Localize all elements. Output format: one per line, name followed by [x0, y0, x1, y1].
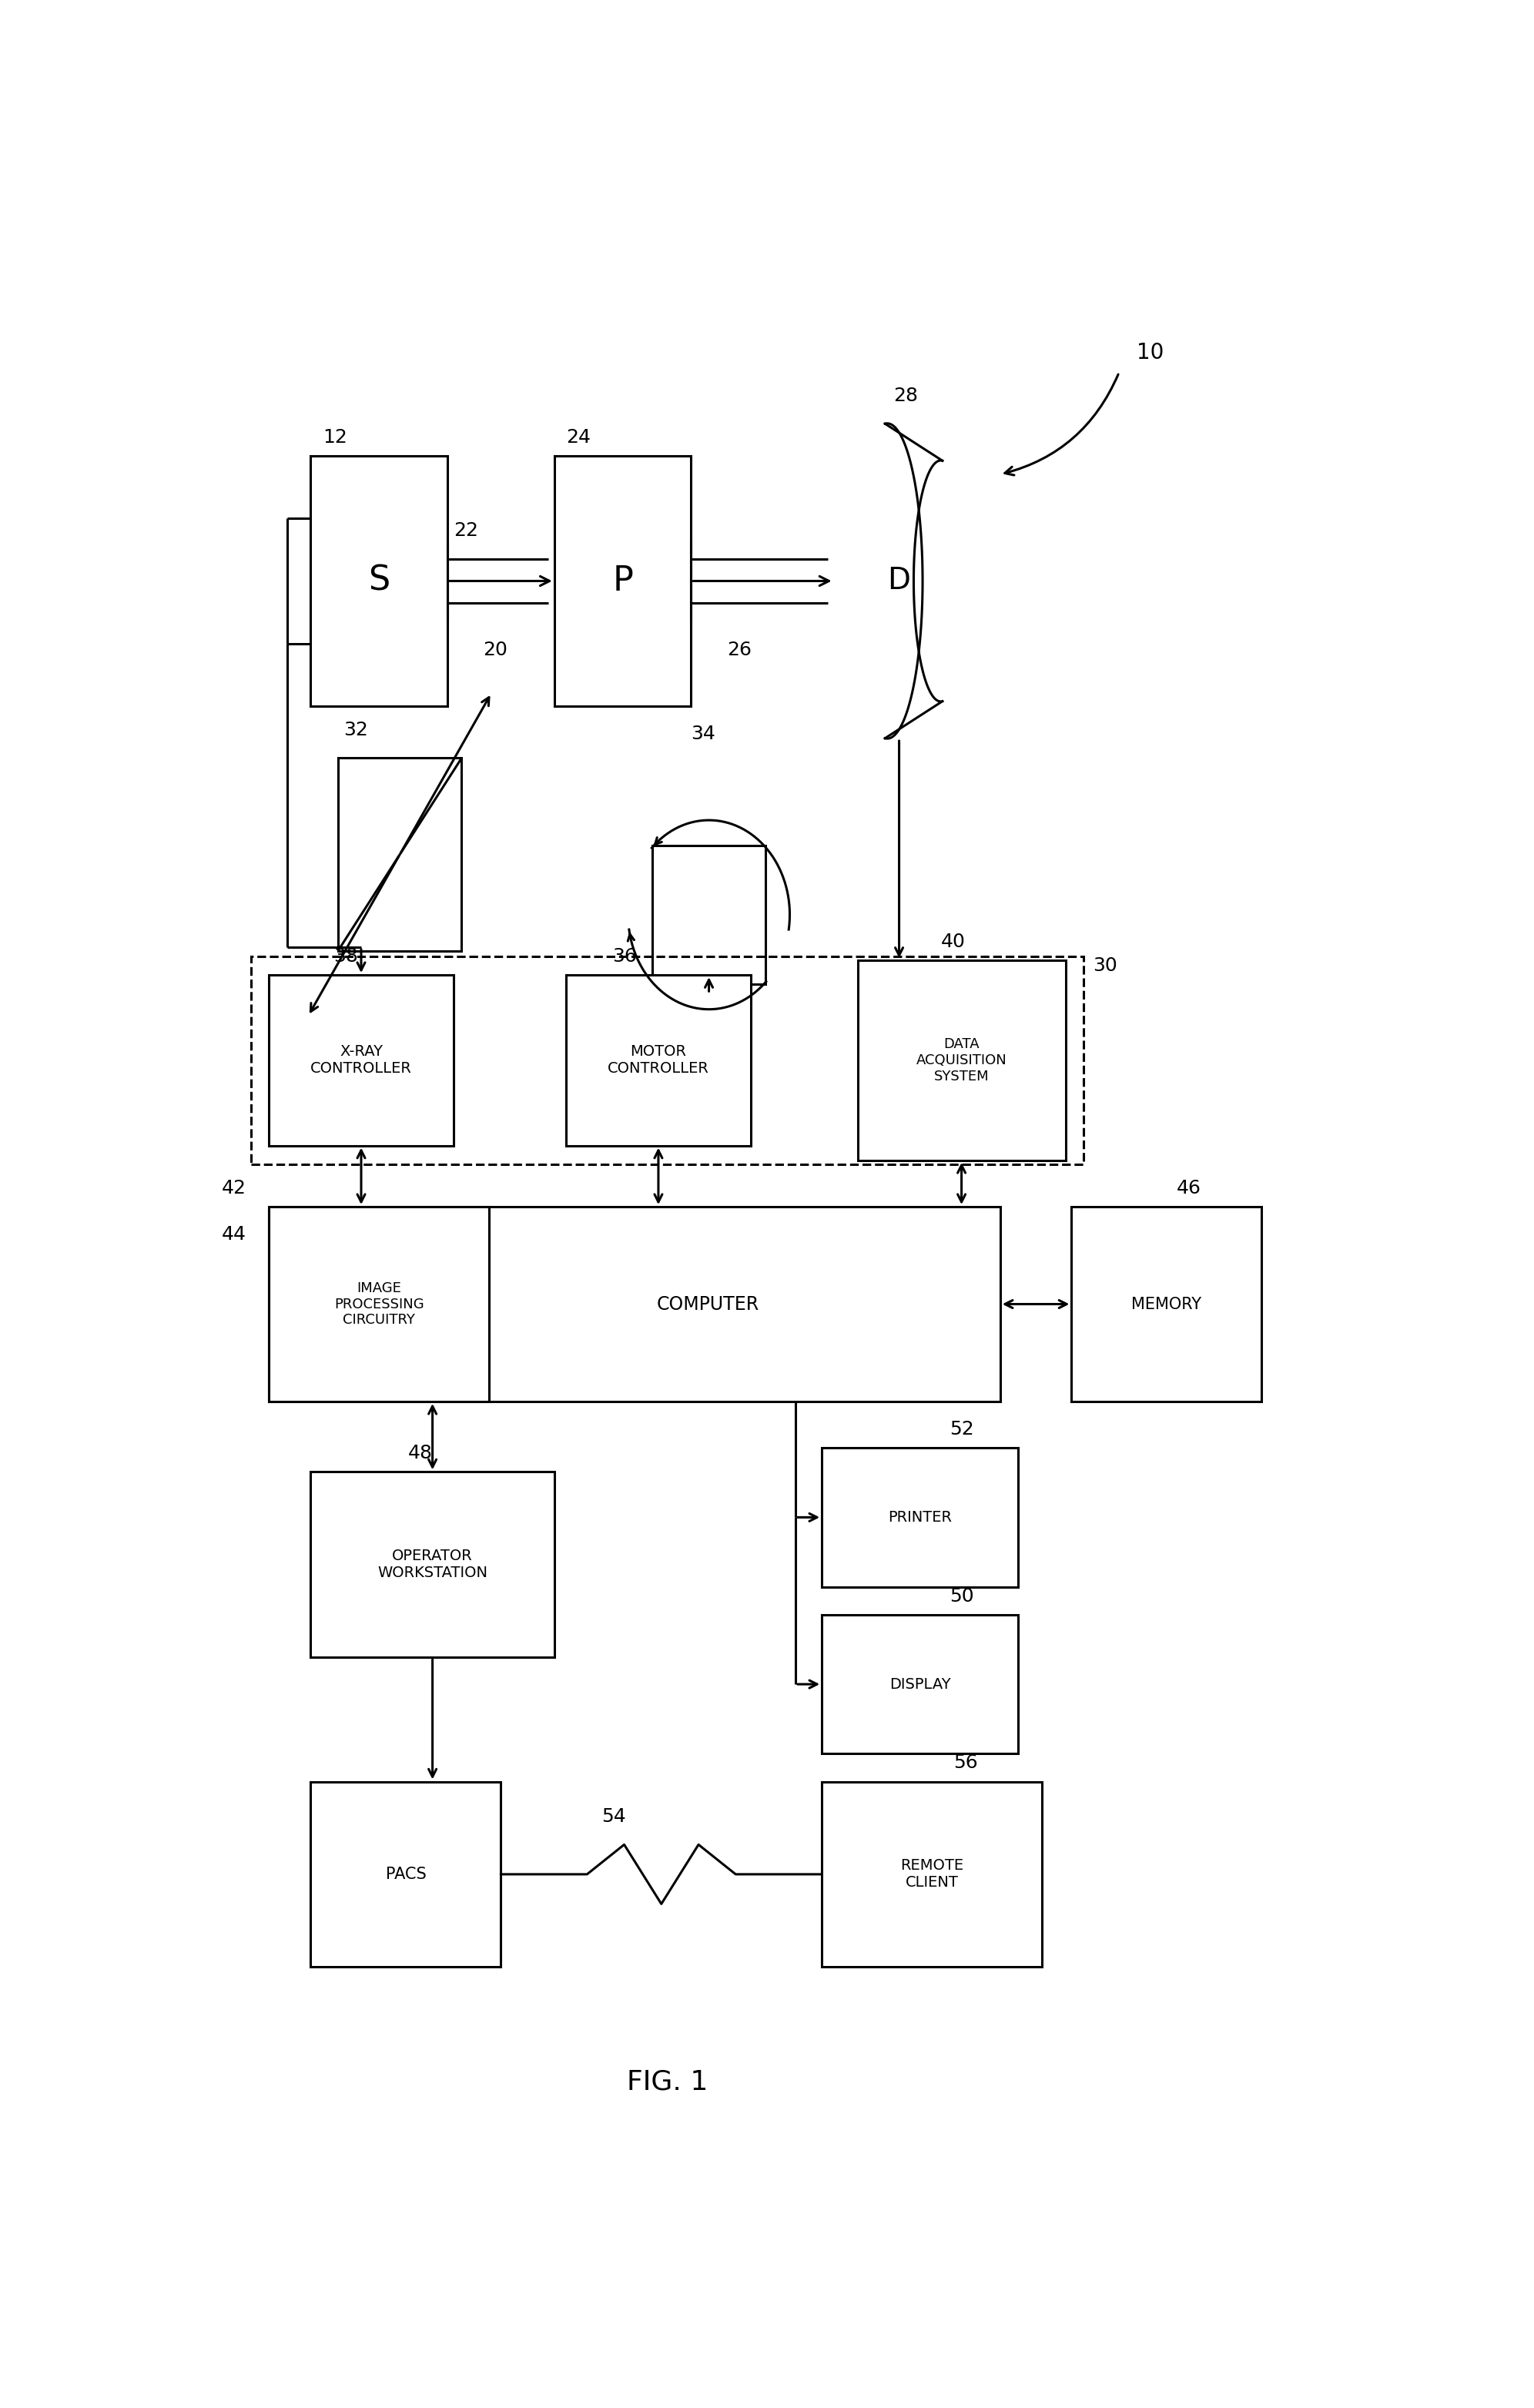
Bar [252, 956, 1083, 1163]
Bar [566, 975, 750, 1146]
Bar [337, 759, 462, 951]
Text: 48: 48 [408, 1445, 433, 1462]
Text: COMPUTER: COMPUTER [657, 1296, 759, 1312]
Text: 46: 46 [1177, 1180, 1201, 1197]
Bar [822, 1447, 1019, 1587]
Text: 52: 52 [950, 1421, 974, 1438]
Bar [858, 961, 1066, 1161]
Text: REMOTE
CLIENT: REMOTE CLIENT [900, 1859, 963, 1890]
Text: DISPLAY: DISPLAY [890, 1676, 951, 1690]
Text: 44: 44 [221, 1226, 245, 1245]
Bar [822, 1782, 1042, 1967]
Bar [268, 1206, 489, 1401]
Bar [310, 1782, 502, 1967]
Text: MOTOR
CONTROLLER: MOTOR CONTROLLER [607, 1045, 709, 1076]
Bar [822, 1616, 1019, 1753]
Text: PRINTER: PRINTER [888, 1510, 953, 1524]
Text: 56: 56 [954, 1753, 979, 1772]
Text: 36: 36 [612, 946, 637, 966]
Bar [310, 1471, 554, 1657]
Text: 54: 54 [601, 1808, 626, 1825]
Text: OPERATOR
WORKSTATION: OPERATOR WORKSTATION [377, 1548, 488, 1580]
Text: 42: 42 [221, 1180, 245, 1197]
Text: PACS: PACS [385, 1866, 426, 1883]
Text: 30: 30 [1092, 956, 1117, 975]
Text: 28: 28 [893, 385, 917, 405]
Text: D: D [888, 566, 911, 595]
Text: 24: 24 [566, 429, 591, 445]
Text: S: S [368, 563, 390, 597]
Text: 12: 12 [322, 429, 347, 445]
Text: 20: 20 [483, 641, 508, 660]
Bar [1071, 1206, 1261, 1401]
Bar [268, 975, 454, 1146]
Text: 32: 32 [344, 720, 368, 739]
Text: 50: 50 [950, 1587, 974, 1606]
Text: DATA
ACQUISITION
SYSTEM: DATA ACQUISITION SYSTEM [916, 1038, 1006, 1084]
Text: P: P [612, 563, 634, 597]
Text: 26: 26 [727, 641, 752, 660]
Text: X-RAY
CONTROLLER: X-RAY CONTROLLER [310, 1045, 413, 1076]
Bar [554, 455, 690, 706]
Bar [310, 455, 448, 706]
Text: 34: 34 [690, 725, 716, 744]
Text: 22: 22 [454, 523, 479, 539]
Bar [652, 845, 765, 985]
Text: 38: 38 [333, 946, 357, 966]
Text: IMAGE
PROCESSING
CIRCUITRY: IMAGE PROCESSING CIRCUITRY [334, 1281, 423, 1327]
Text: MEMORY: MEMORY [1132, 1296, 1201, 1312]
Text: 10: 10 [1137, 342, 1164, 364]
Text: 40: 40 [940, 932, 965, 951]
Text: FIG. 1: FIG. 1 [627, 2068, 707, 2095]
Bar [268, 1206, 1000, 1401]
